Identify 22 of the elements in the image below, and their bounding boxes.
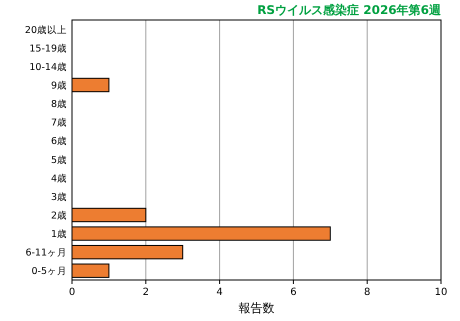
x-tick-label: 0 (68, 287, 76, 298)
chart-title: RSウイルス感染症 2026年第6週 (257, 3, 442, 17)
y-tick-label: 9歳 (50, 80, 67, 92)
y-tick-label: 7歳 (50, 116, 67, 129)
y-tick-label: 8歳 (50, 98, 67, 110)
x-tick-label: 8 (364, 287, 370, 298)
y-tick-label: 5歳 (50, 154, 67, 166)
x-tick-label: 10 (434, 287, 448, 298)
y-tick-label: 6-11ヶ月 (25, 248, 67, 259)
y-tick-label: 4歳 (50, 172, 67, 184)
y-tick-label: 0-5ヶ月 (31, 266, 67, 278)
y-tick-label: 20歳以上 (24, 24, 67, 36)
x-tick-label: 4 (216, 287, 223, 298)
x-tick-label: 6 (290, 287, 297, 298)
y-tick-label: 1歳 (50, 228, 67, 240)
y-tick-label: 2歳 (50, 210, 67, 222)
y-tick-label: 6歳 (50, 135, 67, 148)
y-tick-label: 3歳 (50, 190, 67, 203)
y-tick-label: 15-19歳 (29, 42, 67, 54)
x-tick-label: 2 (142, 287, 149, 298)
x-axis-title: 報告数 (238, 301, 274, 315)
y-tick-label: 10-14歳 (29, 60, 67, 73)
